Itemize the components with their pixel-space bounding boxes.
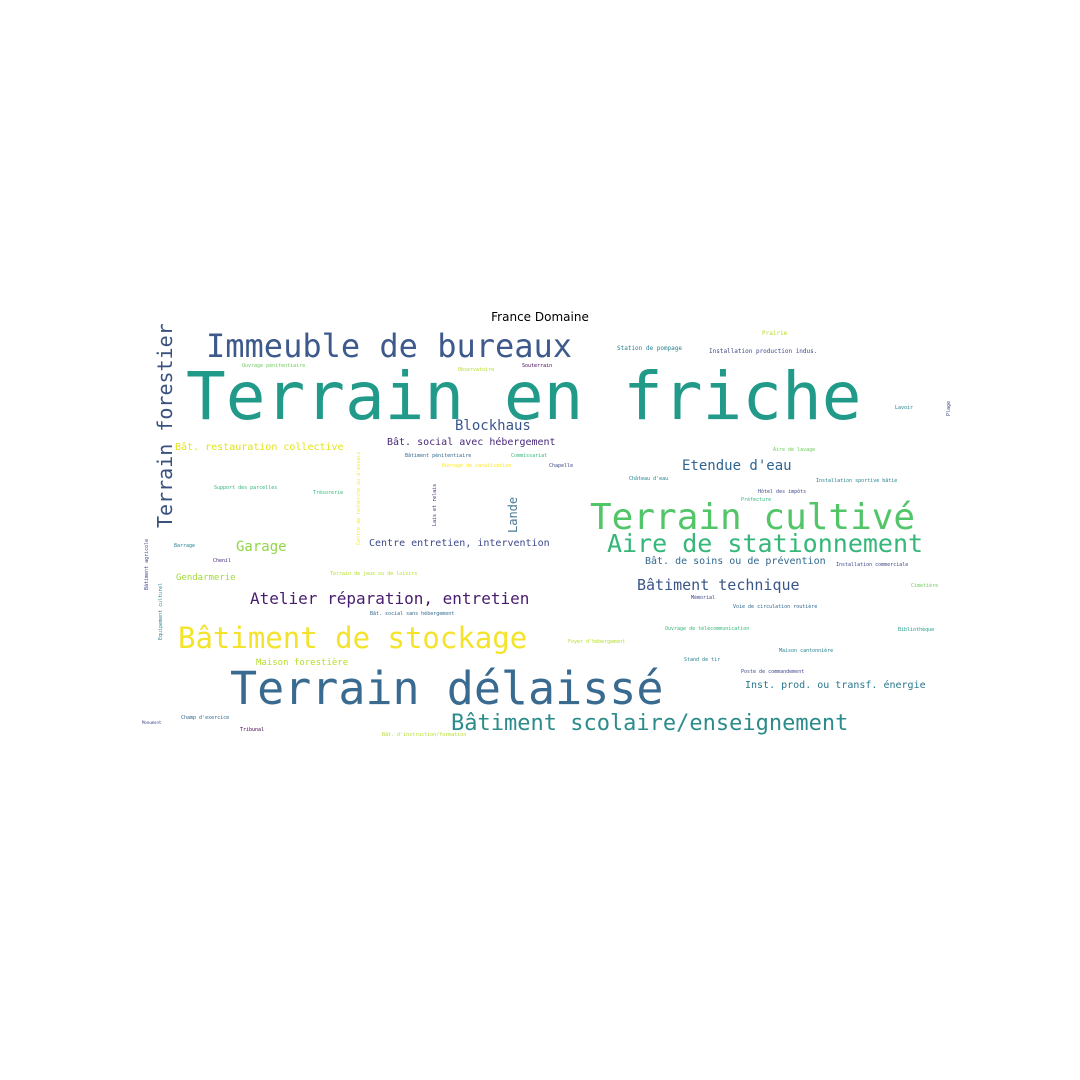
word-centre-entretien: Centre entretien, intervention xyxy=(369,538,550,549)
word-bat-instruction: Bât. d'instruction/formation xyxy=(382,732,467,738)
word-atelier-reparation: Atelier réparation, entretien xyxy=(250,589,530,608)
word-commissariat: Commissariat xyxy=(511,453,548,459)
word-aire-de-stationnement: Aire de stationnement xyxy=(607,529,924,558)
word-lande: Lande xyxy=(506,496,520,533)
word-terrain-en-friche: Terrain en friche xyxy=(186,358,862,435)
word-bat-social-avec: Bât. social avec hébergement xyxy=(387,437,556,448)
word-champ-exercice: Champ d'exercice xyxy=(181,715,230,721)
word-stand-de-tir: Stand de tir xyxy=(684,657,721,663)
word-tresorerie: Trésorerie xyxy=(313,490,344,496)
word-chenil: Chenil xyxy=(213,558,232,564)
word-inst-prod-energie: Inst. prod. ou transf. énergie xyxy=(745,680,926,691)
word-chapelle: Chapelle xyxy=(549,463,574,469)
word-ouvrage-canalisation: Ouvrage de canalisation xyxy=(442,463,512,469)
word-immeuble-de-bureaux: Immeuble de bureaux xyxy=(206,327,573,365)
word-batiment-technique: Bâtiment technique xyxy=(637,576,800,594)
word-bibliotheque: Bibliothèque xyxy=(898,627,935,633)
word-cimetiere: Cimetière xyxy=(911,583,939,589)
figure-title: France Domaine xyxy=(491,310,589,324)
word-installation-production: Installation production indus. xyxy=(709,348,818,355)
word-ouvrage-penitentiaire: Ouvrage pénitentiaire xyxy=(242,363,306,369)
word-batiment-penitentiaire: Bâtiment pénitentiaire xyxy=(405,453,472,459)
word-installation-sportive: Installation sportive bâtie xyxy=(816,478,898,484)
word-batiment-scolaire: Bâtiment scolaire/enseignement xyxy=(451,711,849,736)
word-ouvrage-telecom: Ouvrage de télécommunication xyxy=(665,626,750,632)
word-poste-commandement: Poste de commandement xyxy=(741,669,805,675)
word-memorial: Mémorial xyxy=(691,595,716,601)
word-hotel-des-impots: Hôtel des impôts xyxy=(758,489,807,495)
word-blockhaus: Blockhaus xyxy=(455,418,531,434)
word-bat-social-sans: Bât. social sans hébergement xyxy=(370,611,455,617)
word-batiment-de-stockage: Bâtiment de stockage xyxy=(178,621,528,655)
word-lavoir: Lavoir xyxy=(895,405,914,411)
word-lais-relais: Lais et relais xyxy=(432,483,438,526)
word-garage: Garage xyxy=(236,539,287,555)
word-monument: Monument xyxy=(142,720,162,725)
word-installation-commerciale: Installation commerciale xyxy=(836,562,909,568)
word-barrage: Barrage xyxy=(174,543,196,549)
word-foyer-hebergement: Foyer d'hébergement xyxy=(568,639,626,645)
word-terrain-delaisse: Terrain délaissé xyxy=(230,662,664,715)
word-terrain-de-jeux: Terrain de jeux ou de loisirs xyxy=(330,571,418,577)
word-maison-cantonniere: Maison cantonnière xyxy=(779,648,834,654)
word-voie-circulation: Voie de circulation routière xyxy=(733,604,818,610)
word-prefecture: Préfecture xyxy=(741,497,772,503)
word-bat-restauration: Bât. restauration collective xyxy=(175,442,344,453)
word-chateau-d-eau: Château d'eau xyxy=(629,476,669,482)
word-terrain-forestier: Terrain forestier xyxy=(153,323,177,528)
word-batiment-agricole: Bâtiment agricole xyxy=(144,538,150,590)
word-station-de-pompage: Station de pompage xyxy=(617,345,683,352)
word-equipement-culturel: Equipement culturel xyxy=(158,582,164,640)
word-plage: Plage xyxy=(946,400,952,416)
word-prairie: Prairie xyxy=(762,330,788,337)
word-tribunal: Tribunal xyxy=(240,727,265,733)
word-etendue-d-eau: Etendue d'eau xyxy=(682,458,792,474)
word-maison-forestiere: Maison forestière xyxy=(256,658,349,668)
word-terrain-cultive: Terrain cultivé xyxy=(590,497,916,538)
word-gendarmerie: Gendarmerie xyxy=(176,573,236,583)
word-observatoire: Observatoire xyxy=(458,367,495,373)
word-souterrain: Souterrain xyxy=(522,363,553,369)
word-aire-de-lavage: Aire de lavage xyxy=(773,447,816,453)
word-support-parcelles: Support des parcelles xyxy=(214,485,278,491)
word-bat-soins: Bât. de soins ou de prévention xyxy=(645,556,826,567)
word-centre-recherche: Centre de recherche ou d'essais xyxy=(356,451,362,545)
